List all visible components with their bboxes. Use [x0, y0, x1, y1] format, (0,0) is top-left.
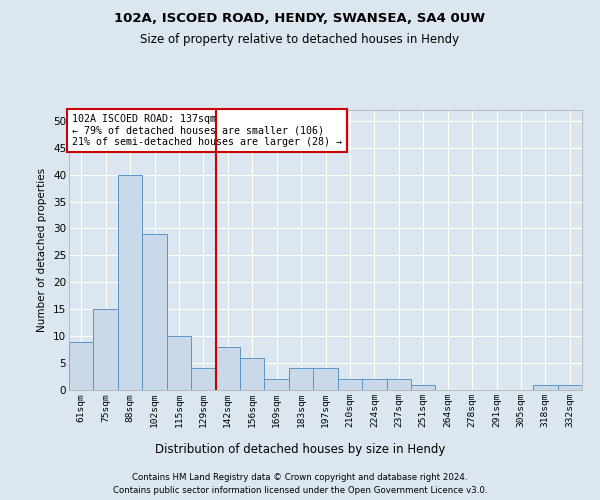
- Bar: [142, 234, 167, 390]
- Bar: [289, 368, 313, 390]
- Bar: [533, 384, 557, 390]
- Bar: [313, 368, 338, 390]
- Bar: [557, 384, 582, 390]
- Bar: [338, 379, 362, 390]
- Text: 102A ISCOED ROAD: 137sqm
← 79% of detached houses are smaller (106)
21% of semi-: 102A ISCOED ROAD: 137sqm ← 79% of detach…: [71, 114, 341, 148]
- Bar: [411, 384, 436, 390]
- Text: Distribution of detached houses by size in Hendy: Distribution of detached houses by size …: [155, 442, 445, 456]
- Bar: [240, 358, 265, 390]
- Bar: [118, 174, 142, 390]
- Text: Contains HM Land Registry data © Crown copyright and database right 2024.: Contains HM Land Registry data © Crown c…: [132, 472, 468, 482]
- Bar: [215, 347, 240, 390]
- Text: Size of property relative to detached houses in Hendy: Size of property relative to detached ho…: [140, 32, 460, 46]
- Y-axis label: Number of detached properties: Number of detached properties: [37, 168, 47, 332]
- Bar: [167, 336, 191, 390]
- Bar: [265, 379, 289, 390]
- Bar: [362, 379, 386, 390]
- Bar: [94, 309, 118, 390]
- Text: 102A, ISCOED ROAD, HENDY, SWANSEA, SA4 0UW: 102A, ISCOED ROAD, HENDY, SWANSEA, SA4 0…: [115, 12, 485, 26]
- Bar: [191, 368, 215, 390]
- Bar: [386, 379, 411, 390]
- Text: Contains public sector information licensed under the Open Government Licence v3: Contains public sector information licen…: [113, 486, 487, 495]
- Bar: [69, 342, 94, 390]
